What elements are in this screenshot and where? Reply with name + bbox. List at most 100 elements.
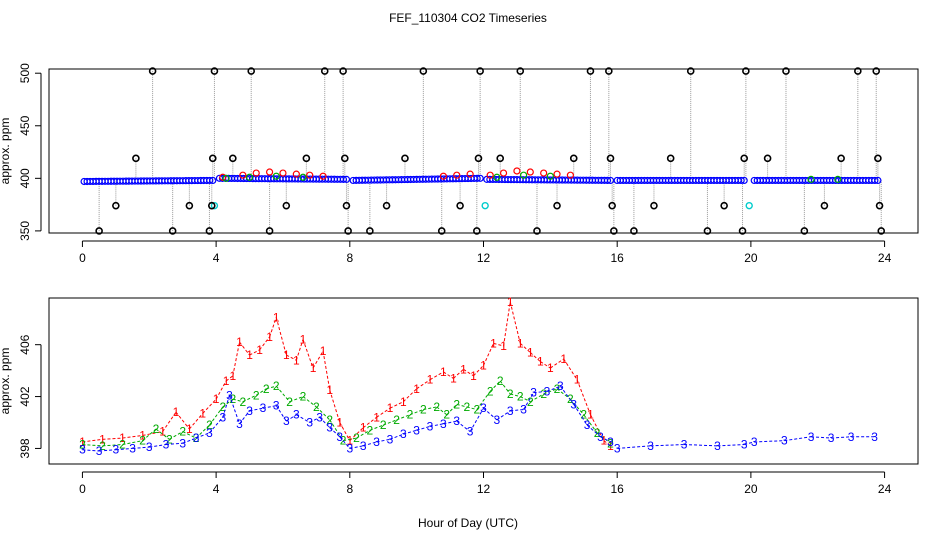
baseline-point <box>740 176 748 185</box>
calibration-point <box>437 227 446 235</box>
series-marker: 2 <box>273 379 280 393</box>
overlay-point <box>252 169 260 177</box>
series-line <box>239 341 250 356</box>
x-tick-label: 12 <box>477 251 491 265</box>
cyan-point <box>745 201 753 210</box>
series-line <box>453 368 464 379</box>
series-marker: 2 <box>99 439 106 453</box>
series-line <box>523 392 535 410</box>
calibration-point <box>630 227 638 235</box>
series-line <box>162 411 177 432</box>
overlay-point <box>239 171 247 179</box>
series-line <box>165 442 183 446</box>
series-marker: 2 <box>453 397 460 411</box>
calibration-point <box>738 227 747 235</box>
series-marker: 3 <box>480 401 487 415</box>
series-marker: 1 <box>139 428 146 442</box>
series-line <box>232 341 241 376</box>
calibration-point <box>342 201 351 210</box>
baseline-point <box>871 176 879 185</box>
series-line <box>232 398 243 403</box>
series-marker: 3 <box>647 439 654 453</box>
calibration-point <box>473 227 481 235</box>
series-marker: 3 <box>530 386 537 400</box>
overlay-point <box>540 169 548 177</box>
series-line <box>389 433 404 440</box>
series-line <box>302 339 314 369</box>
x-tick-label: 12 <box>477 482 491 496</box>
series-line <box>811 436 832 439</box>
series-marker: 1 <box>373 410 380 424</box>
calibration-point <box>606 154 615 163</box>
series-marker: 1 <box>587 408 594 422</box>
series-marker: 2 <box>527 395 534 409</box>
series-marker: 3 <box>828 431 835 445</box>
series-marker: 1 <box>320 344 327 358</box>
series-line <box>383 419 397 426</box>
series-marker: 2 <box>554 382 561 396</box>
overlay-point <box>219 173 227 181</box>
series-marker: 2 <box>517 390 524 404</box>
series-line <box>149 444 167 448</box>
series-line <box>503 301 511 347</box>
series-marker: 2 <box>507 387 514 401</box>
series-line <box>122 440 143 446</box>
calibration-point <box>207 201 216 210</box>
series-marker: 1 <box>336 416 343 430</box>
series-marker: 1 <box>574 373 581 387</box>
series-line <box>349 445 364 449</box>
series-marker: 3 <box>219 410 226 424</box>
series-line <box>717 444 745 447</box>
series-marker: 2 <box>229 392 236 406</box>
x-tick-label: 4 <box>213 482 220 496</box>
series-marker: 2 <box>79 438 86 452</box>
series-marker: 2 <box>353 431 360 445</box>
cyan-point <box>481 201 489 210</box>
series-line <box>483 343 494 366</box>
series-marker: 2 <box>313 400 320 414</box>
series-line <box>115 447 133 451</box>
series-marker: 1 <box>223 374 230 388</box>
calibration-point <box>185 201 194 210</box>
calibration-point <box>586 67 595 75</box>
series-line <box>473 365 484 377</box>
calibration-point <box>210 67 219 75</box>
series-line <box>423 406 437 411</box>
series-line <box>476 391 491 410</box>
series-marker: 3 <box>544 384 551 398</box>
y-axis-label: approx. ppm <box>0 348 12 415</box>
series-marker: 2 <box>497 374 504 388</box>
series-line <box>831 436 852 439</box>
series-line <box>456 403 467 408</box>
series-line <box>286 414 297 422</box>
calibration-point <box>874 154 882 163</box>
series-line <box>754 440 785 443</box>
series-marker: 1 <box>283 348 290 362</box>
series-line <box>329 419 344 441</box>
baseline-point <box>874 176 882 185</box>
series-line <box>322 351 331 391</box>
calibration-point <box>800 227 809 235</box>
series-line <box>396 414 411 421</box>
series-line <box>744 441 755 446</box>
series-marker: 1 <box>413 382 420 396</box>
calibration-point <box>872 67 881 75</box>
series-marker: 2 <box>286 395 293 409</box>
series-marker: 1 <box>159 425 166 439</box>
series-marker: 1 <box>560 352 567 366</box>
x-tick-label: 0 <box>79 251 86 265</box>
series-line <box>275 385 291 403</box>
series-marker: 3 <box>413 423 420 437</box>
calibration-point <box>740 154 749 163</box>
series-marker: 3 <box>326 421 333 435</box>
baseline-point <box>339 175 348 183</box>
series-marker: 1 <box>229 369 236 383</box>
series-line <box>329 389 341 423</box>
series-line <box>499 380 511 395</box>
overlay-point <box>493 173 501 181</box>
series-line <box>530 393 544 403</box>
overlay-point <box>453 171 461 179</box>
series-marker: 3 <box>226 388 233 402</box>
calibration-point <box>401 154 409 163</box>
series-marker: 1 <box>607 439 614 453</box>
